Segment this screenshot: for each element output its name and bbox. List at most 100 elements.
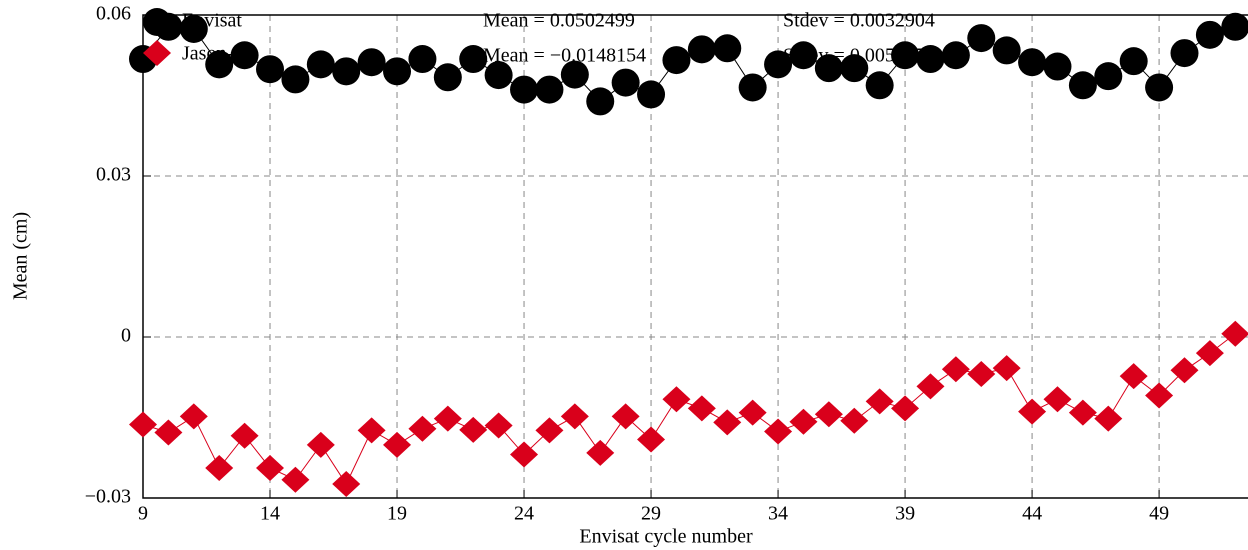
x-tick-label: 39: [895, 503, 915, 525]
data-point: [332, 57, 361, 86]
data-point: [306, 431, 335, 458]
data-point: [459, 416, 488, 443]
data-point: [611, 403, 640, 430]
x-tick-label: 49: [1149, 503, 1169, 525]
data-point: [357, 417, 386, 444]
data-point: [383, 57, 412, 86]
data-point: [154, 419, 183, 446]
data-point: [1068, 71, 1097, 100]
x-axis-label: Envisat cycle number: [579, 526, 753, 548]
data-point: [1043, 52, 1072, 81]
x-tick-label: 14: [260, 503, 280, 525]
data-point: [408, 45, 437, 74]
data-point: [1018, 48, 1047, 77]
data-point: [433, 405, 462, 432]
legend-marker: [143, 8, 171, 36]
data-point: [840, 407, 869, 434]
data-point: [179, 14, 208, 43]
data-point: [510, 75, 539, 104]
data-point: [611, 68, 640, 97]
data-point: [256, 55, 285, 84]
data-point: [713, 34, 742, 63]
data-point: [789, 41, 818, 70]
data-point: [1170, 39, 1199, 68]
data-point: [891, 395, 920, 422]
data-point: [586, 439, 615, 466]
x-tick-label: 34: [768, 503, 788, 525]
y-tick-label: 0: [121, 325, 131, 347]
legend-marker: [143, 40, 171, 66]
data-point: [1018, 398, 1047, 425]
data-point: [383, 431, 412, 458]
data-point: [1170, 357, 1199, 384]
data-point: [764, 50, 793, 79]
data-point: [1221, 12, 1248, 41]
data-point: [1119, 47, 1148, 76]
data-point: [205, 50, 234, 79]
data-point: [1195, 340, 1224, 367]
annotation: Mean = −0.0148154: [483, 45, 646, 67]
data-point: [738, 399, 767, 426]
data-point: [484, 412, 513, 439]
data-point: [510, 441, 539, 468]
x-tick-label: 24: [514, 503, 534, 525]
x-tick-label: 9: [138, 503, 148, 525]
data-point: [129, 411, 157, 438]
x-tick-label: 29: [641, 503, 661, 525]
y-tick-label: −0.03: [85, 486, 131, 508]
data-point: [586, 87, 615, 116]
data-point: [1068, 399, 1097, 426]
data-point: [230, 422, 259, 449]
data-point: [916, 373, 945, 400]
data-point: [687, 395, 716, 422]
data-point: [256, 454, 285, 481]
data-point: [941, 356, 970, 383]
data-point: [992, 36, 1021, 65]
data-point: [891, 41, 920, 70]
data-point: [1094, 405, 1123, 432]
data-point: [814, 54, 843, 83]
data-point: [764, 418, 793, 445]
data-point: [560, 403, 589, 430]
data-point: [281, 65, 310, 94]
y-tick-label: 0.06: [96, 3, 131, 25]
data-point: [1221, 320, 1248, 347]
data-point: [357, 48, 386, 77]
data-point: [916, 45, 945, 74]
data-point: [814, 401, 843, 428]
data-point: [789, 408, 818, 435]
data-point: [1145, 73, 1174, 102]
axis-frame: [142, 14, 1248, 499]
data-point: [865, 388, 894, 415]
annotation: Mean = 0.0502499: [483, 10, 635, 32]
data-point: [306, 50, 335, 79]
data-point: [1145, 382, 1174, 409]
data-point: [637, 426, 666, 453]
data-point: [433, 63, 462, 92]
data-point: [1094, 62, 1123, 91]
data-point: [687, 35, 716, 64]
data-point: [408, 415, 437, 442]
data-point: [992, 355, 1021, 382]
y-axis-label: Mean (cm): [10, 212, 32, 300]
data-point: [662, 386, 691, 413]
data-point: [205, 454, 234, 481]
data-point: [1195, 20, 1224, 49]
x-tick-label: 19: [387, 503, 407, 525]
data-point: [484, 61, 513, 90]
data-point: [967, 361, 996, 388]
data-point: [560, 60, 589, 89]
data-point: [1043, 386, 1072, 413]
data-point: [230, 41, 259, 70]
x-tick-label: 44: [1022, 503, 1042, 525]
data-point: [637, 80, 666, 109]
data-point: [865, 71, 894, 100]
data-point: [459, 45, 488, 74]
data-point: [332, 471, 361, 498]
annotation: Stdev = 0.0032904: [783, 10, 935, 32]
data-point: [713, 409, 742, 436]
data-point: [179, 403, 208, 430]
data-point: [941, 41, 970, 70]
